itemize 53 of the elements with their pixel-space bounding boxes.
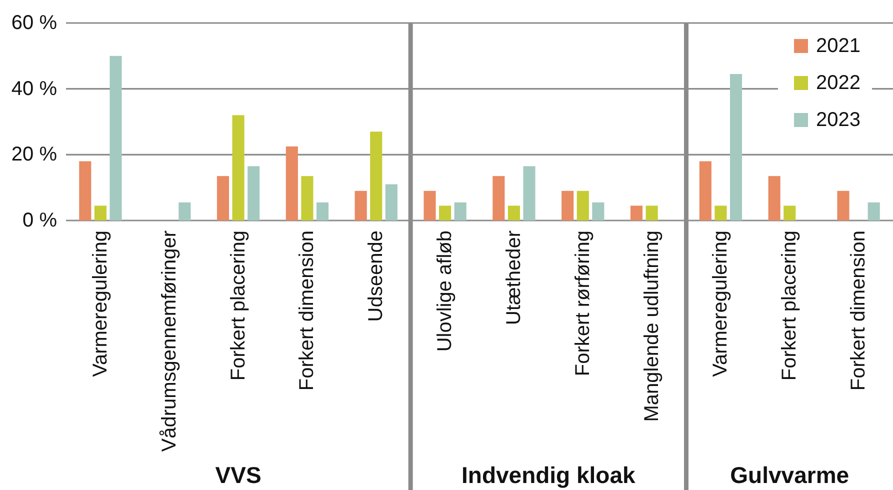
bar [562,190,574,220]
x-tick-label: Varmeregulering [89,230,112,377]
bar [837,190,850,220]
bar [592,202,604,220]
bar [248,166,260,220]
bar [492,176,505,220]
bar [301,176,314,220]
y-tick-label: 40 % [11,78,58,100]
bar [216,176,230,220]
y-tick-label: 20 % [11,144,58,166]
bar [730,74,742,220]
y-tick-label: 60 % [11,12,58,34]
x-axis-title: Gulvvarme [730,462,850,488]
bar [385,184,398,220]
x-tick-label: Forkert placering [778,230,801,381]
y-tick-label: 0 % [22,210,58,232]
x-axis-title: Indvendig kloak [462,462,636,488]
x-tick-label: Forkert rørføring [572,230,594,376]
x-tick-label: Udseende [365,230,388,322]
legend-label: 2021 [816,35,860,57]
bar [784,206,796,220]
bar [508,206,520,220]
bar [699,161,712,220]
bar [232,115,244,220]
legend-label: 2023 [816,109,860,131]
x-tick-label: Manglende udluftning [640,230,663,422]
bar [646,206,658,220]
bar [110,56,122,220]
bar [714,206,727,220]
bar [523,166,536,220]
bar [316,202,329,220]
bar [424,190,436,220]
x-tick-label: Utætheder [502,230,525,325]
bar [576,190,589,220]
bar [94,206,106,220]
x-tick-label: Varmeregulering [710,230,732,377]
bar [630,206,643,220]
bar [370,132,382,220]
x-tick-label: Forkert dimension [848,230,870,391]
bar [286,146,298,220]
x-tick-label: Ulovlige afløb [434,230,456,352]
x-tick-label: Vådrumsgennemføringer [158,230,180,452]
bar [454,202,466,220]
legend-label: 2022 [816,72,860,94]
bar [354,190,367,220]
x-axis-title: VVS [215,462,262,488]
bar [439,206,452,220]
bar [79,161,92,220]
bar [868,202,880,220]
x-tick-label: Forkert placering [227,230,250,381]
x-tick-label: Forkert dimension [296,230,318,391]
bar [768,176,780,220]
bar [178,202,191,220]
